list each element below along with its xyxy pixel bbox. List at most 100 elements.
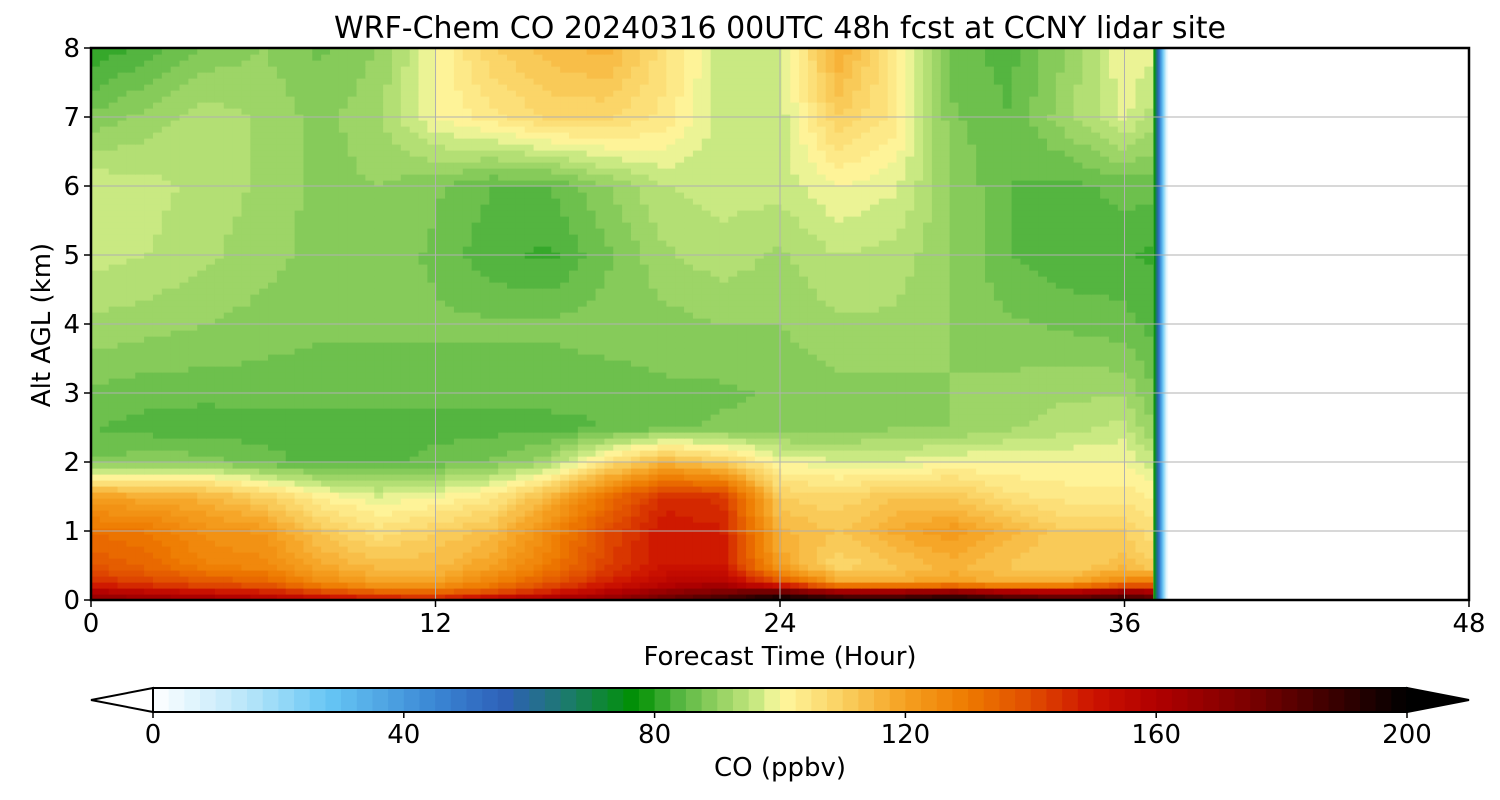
heatmap-cell <box>914 366 924 373</box>
heatmap-cell <box>135 378 145 385</box>
heatmap-cell <box>993 546 1004 553</box>
heatmap-cell <box>383 564 393 571</box>
heatmap-cell <box>179 348 189 355</box>
heatmap-cell <box>374 564 384 571</box>
heatmap-cell <box>374 582 384 589</box>
heatmap-cell <box>383 576 393 583</box>
heatmap-cell <box>383 408 393 415</box>
heatmap-cell <box>869 474 880 481</box>
heatmap-cell <box>976 504 986 511</box>
heatmap-cell <box>940 462 951 469</box>
heatmap-cell <box>781 564 791 571</box>
heatmap-cell <box>967 450 977 457</box>
heatmap-cell <box>648 546 659 553</box>
heatmap-cell <box>135 540 145 547</box>
heatmap-cell <box>1091 456 1101 463</box>
heatmap-cell <box>1046 516 1057 523</box>
heatmap-cell <box>330 366 340 373</box>
heatmap-cell <box>551 354 561 361</box>
heatmap-cell <box>657 360 667 367</box>
heatmap-cell <box>241 366 251 373</box>
heatmap-cell <box>896 498 906 505</box>
heatmap-cell <box>692 564 703 571</box>
heatmap-cell <box>214 546 225 553</box>
heatmap-cell <box>613 534 623 541</box>
heatmap-cell <box>152 348 163 355</box>
heatmap-cell <box>135 570 145 577</box>
heatmap-cell <box>170 432 181 439</box>
heatmap-cell <box>436 378 446 385</box>
heatmap-cell <box>188 468 198 475</box>
heatmap-cell <box>471 570 482 577</box>
heatmap-cell <box>719 588 729 595</box>
heatmap-cell <box>861 480 871 487</box>
heatmap-cell <box>604 450 614 457</box>
heatmap-cell <box>1144 516 1154 523</box>
heatmap-cell <box>825 522 836 529</box>
heatmap-cell <box>179 492 189 499</box>
heatmap-cell <box>91 438 101 445</box>
heatmap-cell <box>268 474 278 481</box>
heatmap-cell <box>1055 414 1066 421</box>
heatmap-cell <box>613 558 623 565</box>
heatmap-cell <box>630 582 641 589</box>
heatmap-cell <box>1100 456 1110 463</box>
heatmap-cell <box>135 480 145 487</box>
heatmap-cell <box>923 384 933 391</box>
heatmap-cell <box>524 414 535 421</box>
heatmap-cell <box>816 576 827 583</box>
heatmap-cell <box>896 366 906 373</box>
heatmap-cell <box>1126 354 1137 361</box>
heatmap-cell <box>91 564 101 571</box>
heatmap-cell <box>391 552 402 559</box>
heatmap-cell <box>1073 510 1083 517</box>
heatmap-cell <box>1100 552 1110 559</box>
heatmap-cell <box>586 558 597 565</box>
heatmap-cell <box>232 558 243 565</box>
heatmap-cell <box>816 468 827 475</box>
heatmap-cell <box>967 498 977 505</box>
heatmap-cell <box>409 384 420 391</box>
heatmap-cell <box>1091 468 1101 475</box>
heatmap-cell <box>1029 510 1039 517</box>
heatmap-cell <box>418 516 428 523</box>
heatmap-cell <box>560 408 570 415</box>
heatmap-cell <box>126 384 136 391</box>
heatmap-cell <box>746 402 756 409</box>
heatmap-cell <box>179 498 189 505</box>
heatmap-cell <box>1135 450 1145 457</box>
heatmap-cell <box>648 498 659 505</box>
heatmap-cell <box>471 498 482 505</box>
heatmap-cell <box>312 432 322 439</box>
heatmap-cell <box>1117 510 1128 517</box>
heatmap-cell <box>869 354 880 361</box>
heatmap-cell <box>710 414 721 421</box>
heatmap-cell <box>356 564 366 571</box>
heatmap-cell <box>1038 576 1048 583</box>
heatmap-cell <box>152 558 163 565</box>
heatmap-cell <box>887 378 898 385</box>
heatmap-cell <box>303 522 313 529</box>
heatmap-cell <box>896 444 906 451</box>
heatmap-cell <box>560 576 570 583</box>
heatmap-cell <box>931 402 942 409</box>
heatmap-cell <box>524 420 535 427</box>
heatmap-cell <box>250 558 260 565</box>
heatmap-cell <box>754 522 765 529</box>
heatmap-cell <box>214 492 225 499</box>
heatmap-cell <box>498 408 508 415</box>
heatmap-cell <box>436 426 446 433</box>
heatmap-cell <box>675 510 685 517</box>
heatmap-cell <box>692 588 703 595</box>
heatmap-cell <box>542 468 552 475</box>
heatmap-cell <box>418 348 428 355</box>
heatmap-cell <box>595 450 605 457</box>
heatmap-cell <box>161 408 172 415</box>
heatmap-cell <box>816 498 827 505</box>
heatmap-cell <box>338 372 349 379</box>
heatmap-cell <box>1064 480 1075 487</box>
heatmap-cell <box>923 438 933 445</box>
heatmap-cell <box>746 588 756 595</box>
heatmap-cell <box>126 552 136 559</box>
heatmap-cell <box>188 480 198 487</box>
